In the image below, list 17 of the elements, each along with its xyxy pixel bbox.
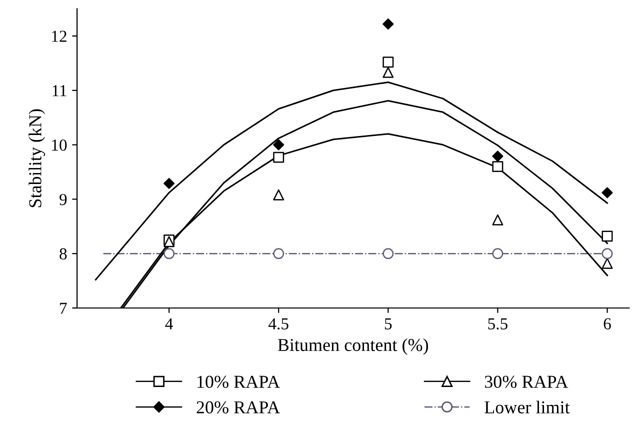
x-axis-title: Bitumen content (%) [278, 338, 428, 355]
x-tick-label: 4.5 [268, 318, 288, 330]
y-tick-label: 10 [52, 140, 67, 151]
legend-label: 10% RAPA [198, 376, 280, 388]
x-tick-label: 5.5 [488, 318, 508, 330]
x-tick-label: 5 [384, 318, 392, 330]
y-tick-label: 8 [60, 248, 67, 260]
y-tick-label: 9 [60, 194, 67, 206]
x-tick-label: 4 [165, 318, 173, 330]
x-tick-label: 6 [604, 318, 611, 330]
y-axis-title: Stability (kN) [28, 109, 46, 208]
legend-label: 20% RAPA [196, 401, 280, 414]
legend-label: Lower limit [484, 400, 570, 414]
y-tick-label: 11 [52, 85, 66, 96]
y-tick-label: 7 [60, 302, 67, 314]
legend-label: 30% RAPA [484, 376, 568, 388]
y-tick-label: 12 [52, 30, 66, 42]
